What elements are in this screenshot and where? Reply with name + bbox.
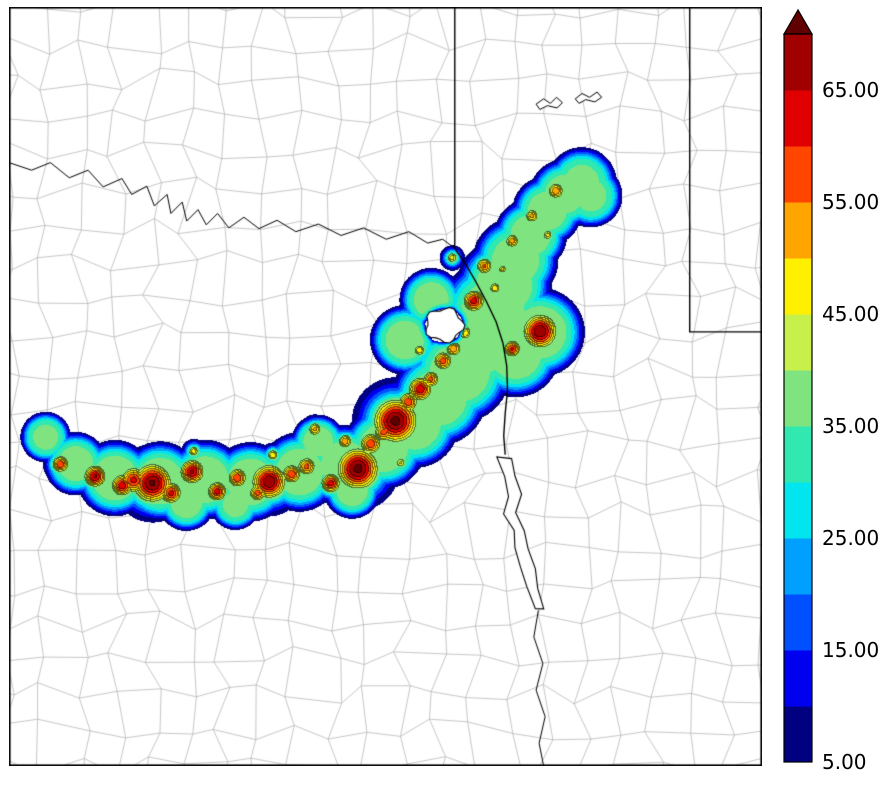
colorbar-segment [784, 34, 812, 91]
colorbar-outline [783, 33, 813, 763]
colorbar-segment [784, 146, 812, 203]
colorbar-segment [784, 314, 812, 371]
colorbar-segment [784, 258, 812, 315]
colorbar-over-arrow [782, 8, 814, 35]
colorbar-tick-label: 5.00 [822, 750, 867, 774]
colorbar-segment [784, 90, 812, 147]
colorbar-segment [784, 538, 812, 595]
colorbar-segment [784, 594, 812, 651]
colorbar-tick-label: 15.00 [822, 638, 879, 662]
colorbar-segment [784, 370, 812, 427]
colorbar-tick-label: 35.00 [822, 414, 879, 438]
colorbar-tick-label: 55.00 [822, 190, 879, 214]
colorbar-tick-label: 65.00 [822, 78, 879, 102]
colorbar-segment [784, 706, 812, 763]
colorbar-segment [784, 426, 812, 483]
colorbar-segment [784, 650, 812, 707]
colorbar-tick-label: 45.00 [822, 302, 879, 326]
colorbar-tick-label: 25.00 [822, 526, 879, 550]
radar-map-canvas [9, 7, 762, 766]
map-frame [9, 7, 762, 766]
colorbar-segment [784, 202, 812, 259]
colorbar-segment [784, 482, 812, 539]
colorbar: 65.00 55.00 45.00 35.00 25.00 15.00 5.00 [782, 8, 879, 774]
